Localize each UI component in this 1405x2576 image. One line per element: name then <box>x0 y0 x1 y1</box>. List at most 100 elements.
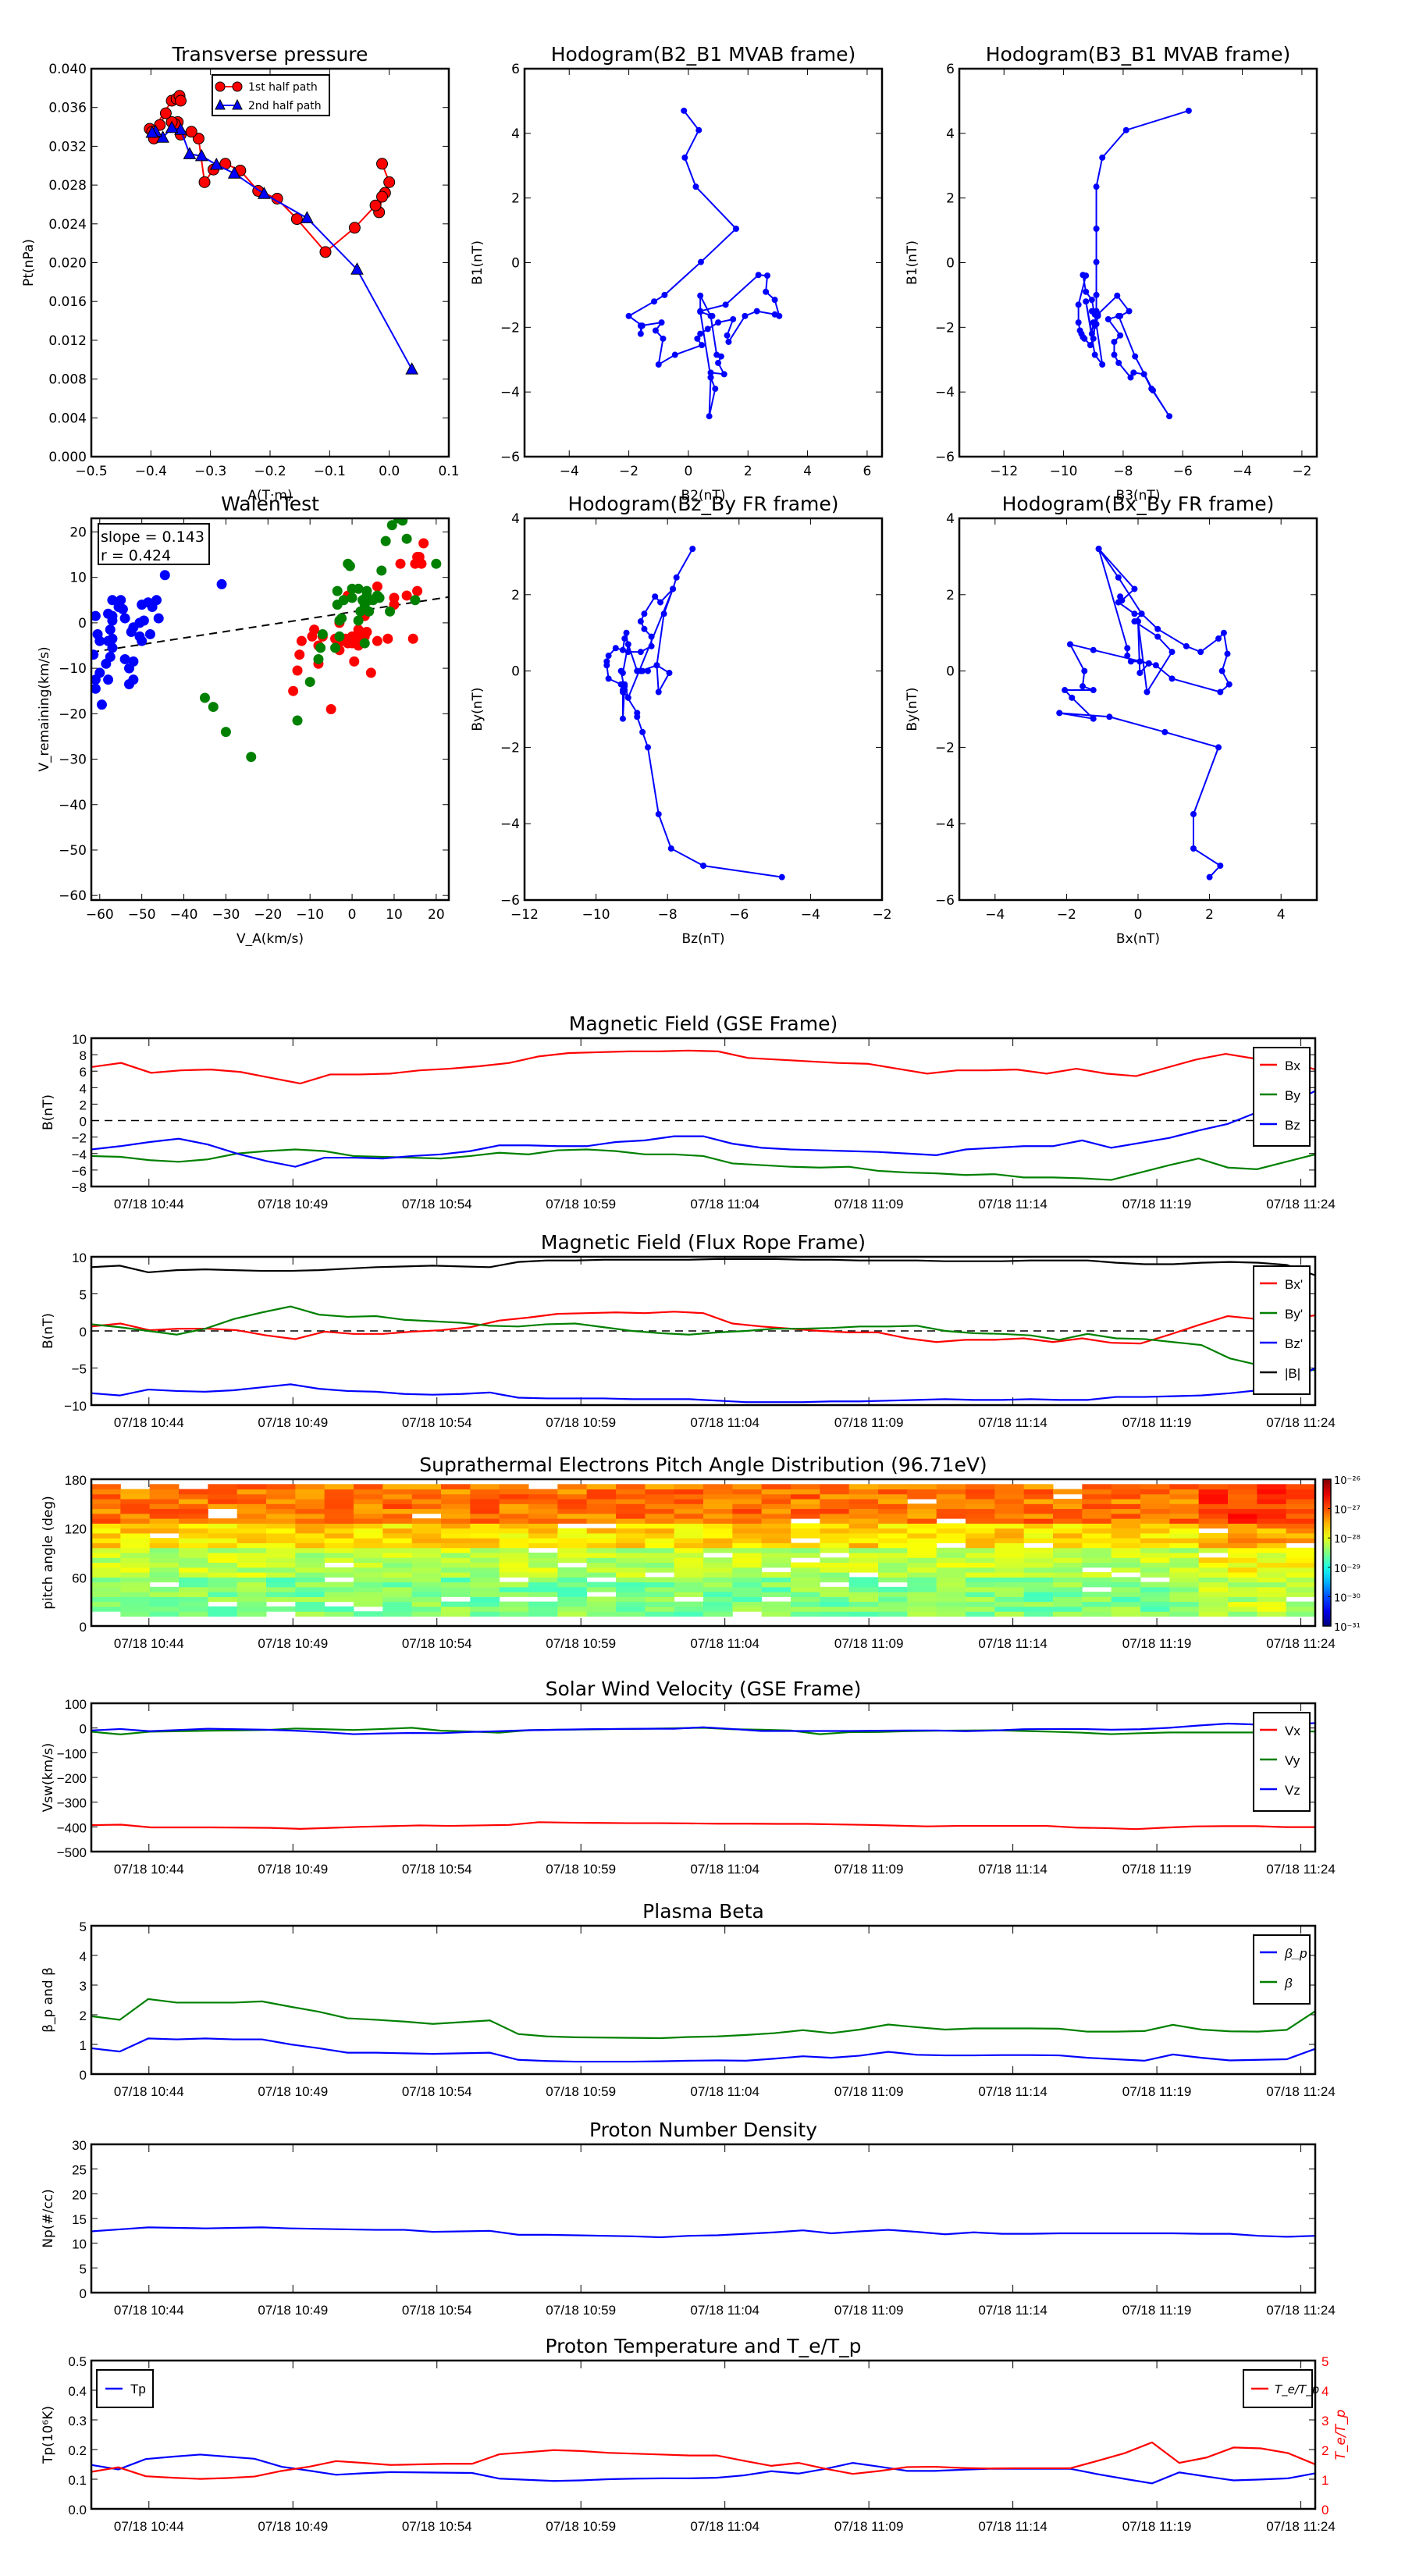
heatmap-cell <box>149 1572 180 1578</box>
legend-label: 2nd half path <box>248 100 322 112</box>
heatmap-cell <box>761 1518 791 1524</box>
heatmap-cell <box>382 1567 413 1573</box>
heatmap-cell <box>354 1484 383 1490</box>
heatmap-cell <box>1053 1592 1083 1597</box>
data-marker <box>1081 335 1088 342</box>
x-tick-label: 07/18 11:19 <box>1122 1862 1192 1877</box>
heatmap-cell <box>557 1547 588 1553</box>
plot-frame <box>90 2143 1317 2294</box>
heatmap-cell <box>848 1553 879 1558</box>
heatmap-cell <box>295 1586 325 1592</box>
heatmap-cell <box>266 1528 296 1534</box>
x-tick-label: −50 <box>128 907 156 923</box>
heatmap-cell <box>616 1528 646 1534</box>
heatmap-cell <box>674 1601 704 1607</box>
heatmap-cell <box>674 1542 704 1549</box>
heatmap-cell <box>907 1562 937 1568</box>
x-tick-label: −8 <box>1113 464 1133 479</box>
heatmap-cell <box>499 1562 529 1568</box>
y-tick-label: 4 <box>511 126 520 142</box>
x-tick-label: 07/18 11:09 <box>834 1862 904 1877</box>
heatmap-cell <box>907 1592 937 1597</box>
heatmap-cell <box>1198 1499 1229 1504</box>
heatmap-cell <box>528 1592 558 1597</box>
data-marker <box>603 662 610 669</box>
heatmap-cell <box>149 1557 180 1564</box>
heatmap-cell <box>499 1508 529 1514</box>
data-marker <box>383 176 396 188</box>
heatmap-cell <box>994 1572 1025 1578</box>
heatmap-cell <box>966 1601 995 1607</box>
slope-text: slope = 0.143 <box>101 528 205 546</box>
heatmap-cell <box>1169 1606 1200 1612</box>
heatmap-cell <box>1198 1601 1229 1607</box>
heatmap-cell <box>1023 1489 1054 1495</box>
heatmap-cell <box>1286 1577 1315 1583</box>
heatmap-cell <box>208 1606 238 1612</box>
heatmap-cell <box>1082 1513 1112 1519</box>
heatmap-cell <box>994 1489 1025 1495</box>
legend-right: T_e/T_p <box>1243 2369 1319 2408</box>
heatmap-cell <box>820 1562 850 1568</box>
data-marker <box>722 301 729 308</box>
heatmap-cell <box>528 1528 558 1534</box>
data-marker <box>1168 675 1176 682</box>
scatter-point <box>91 683 101 694</box>
heatmap-cell <box>907 1542 937 1549</box>
data-marker <box>763 288 770 295</box>
heatmap-cell <box>1023 1592 1054 1597</box>
x-tick-label: −2 <box>872 907 891 923</box>
heatmap-cell <box>149 1513 180 1519</box>
heatmap-cell <box>557 1508 588 1514</box>
y-tick-label: 0.004 <box>48 411 87 426</box>
heatmap-cell <box>848 1513 879 1519</box>
heatmap-cell <box>1228 1601 1257 1607</box>
heatmap-cell <box>557 1577 588 1583</box>
heatmap-cell <box>1228 1542 1257 1549</box>
heatmap-cell <box>499 1499 529 1504</box>
heatmap-cell <box>1053 1611 1083 1617</box>
heatmap-cell <box>528 1606 558 1612</box>
heatmap-cell <box>411 1538 442 1543</box>
heatmap-cell <box>295 1499 325 1504</box>
heatmap-cell <box>732 1484 763 1490</box>
heatmap-cell <box>848 1542 879 1549</box>
heatmap-cell <box>732 1513 763 1519</box>
heatmap-cell <box>586 1567 617 1573</box>
heatmap-cell <box>208 1542 238 1549</box>
heatmap-cell <box>645 1489 675 1495</box>
heatmap-cell <box>645 1567 675 1573</box>
heatmap-cell <box>1023 1508 1054 1514</box>
heatmap-cell <box>499 1611 529 1617</box>
heatmap-cell <box>732 1557 763 1564</box>
heatmap-cell <box>732 1596 763 1603</box>
heatmap-cell <box>411 1596 442 1603</box>
plot-frame <box>958 517 1318 902</box>
heatmap-cell <box>266 1553 296 1558</box>
legend-left: Tp <box>96 2369 154 2408</box>
heatmap-cell <box>966 1532 995 1539</box>
heatmap-cell <box>936 1513 966 1519</box>
heatmap-cell <box>1140 1513 1170 1519</box>
heatmap-cell <box>499 1518 529 1524</box>
plot-frame <box>523 67 884 458</box>
heatmap-cell <box>966 1493 995 1500</box>
heatmap-cell <box>791 1508 820 1514</box>
data-marker <box>655 688 662 696</box>
heatmap-cell <box>266 1557 296 1564</box>
heatmap-cell <box>848 1547 879 1553</box>
heatmap-cell <box>1169 1562 1200 1568</box>
heatmap-cell <box>354 1611 383 1617</box>
heatmap-cell <box>1023 1611 1054 1617</box>
x-tick-label: 07/18 11:14 <box>978 1197 1048 1212</box>
heatmap-cell <box>1228 1562 1257 1568</box>
scatter-point <box>292 715 303 726</box>
scatter-point <box>332 585 343 596</box>
heatmap-cell <box>470 1567 500 1573</box>
y-tick-label: −6 <box>500 893 520 909</box>
data-marker <box>725 338 732 345</box>
heatmap-cell <box>1257 1547 1287 1553</box>
heatmap-cell <box>674 1518 704 1524</box>
heatmap-cell <box>208 1567 238 1573</box>
